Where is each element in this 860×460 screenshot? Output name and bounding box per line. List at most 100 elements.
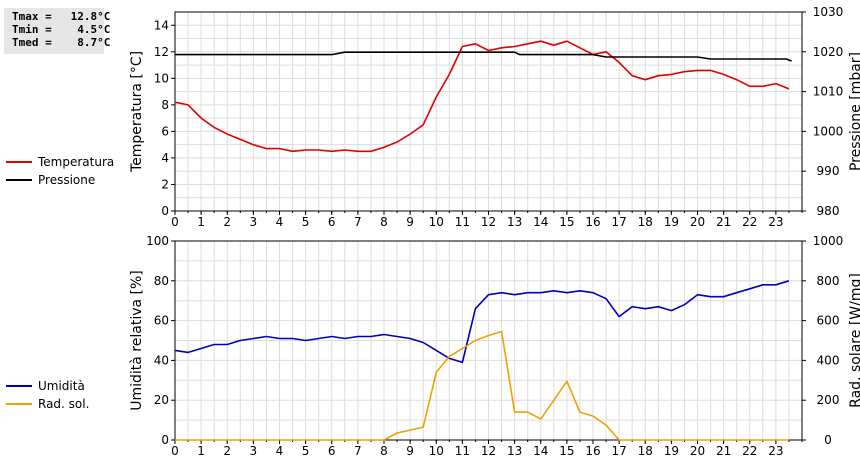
legend-swatch xyxy=(6,385,32,387)
x-tick-label: 8 xyxy=(380,215,388,229)
x-tick-label: 12 xyxy=(481,215,496,229)
y-right-tick-label: 400 xyxy=(817,353,840,367)
legend-item-radsol: Rad. sol. xyxy=(6,395,89,413)
x-tick-label: 23 xyxy=(768,444,783,458)
x-tick-label: 21 xyxy=(716,444,731,458)
x-tick-label: 1 xyxy=(197,215,205,229)
series-line-umidit xyxy=(174,280,790,364)
x-tick-label: 9 xyxy=(406,444,414,458)
x-tick-label: 10 xyxy=(429,215,444,229)
x-tick-label: 14 xyxy=(533,215,548,229)
legend-top: Temperatura Pressione xyxy=(6,153,114,189)
y-right-tick-label: 1000 xyxy=(813,234,844,248)
legend-swatch xyxy=(6,179,32,181)
legend-label: Temperatura xyxy=(38,155,115,169)
x-tick-label: 2 xyxy=(223,444,231,458)
chart-temperature-pressure: 0 1 2 3 4 5 6 7 8 9 10 11 12 13 14 15 16 17 18 19 20 21 22 2302… xyxy=(129,5,860,229)
x-tick-label: 7 xyxy=(354,215,362,229)
y-left-tick-label: 0 xyxy=(161,204,169,218)
x-tick-label: 16 xyxy=(585,444,600,458)
y-right-tick-label: 800 xyxy=(817,274,840,288)
y-right-tick-label: 600 xyxy=(817,314,840,328)
x-tick-label: 16 xyxy=(585,215,600,229)
y-left-axis-label: Umidità relativa [%] xyxy=(129,270,145,411)
stat-tmin: Tmin = 4.5°C xyxy=(12,23,110,36)
y-left-tick-label: 10 xyxy=(154,71,169,85)
y-left-tick-label: 4 xyxy=(161,151,169,165)
x-tick-label: 20 xyxy=(690,444,705,458)
x-tick-label: 12 xyxy=(481,444,496,458)
series-line-temperatura xyxy=(174,40,790,153)
legend-item-temperatura: Temperatura xyxy=(6,153,114,171)
stat-label: Tmin = xyxy=(12,23,52,36)
x-tick-label: 6 xyxy=(328,444,336,458)
x-tick-label: 17 xyxy=(611,444,626,458)
x-tick-label: 22 xyxy=(742,444,757,458)
y-left-tick-label: 0 xyxy=(161,433,169,447)
x-tick-label: 0 xyxy=(171,215,179,229)
x-tick-label: 11 xyxy=(455,215,470,229)
x-tick-label: 0 xyxy=(171,444,179,458)
x-tick-label: 23 xyxy=(768,215,783,229)
x-tick-label: 22 xyxy=(742,215,757,229)
x-tick-label: 4 xyxy=(276,215,284,229)
x-tick-label: 6 xyxy=(328,215,336,229)
stat-tmax: Tmax = 12.8°C xyxy=(12,10,110,23)
x-tick-label: 10 xyxy=(429,444,444,458)
x-tick-label: 17 xyxy=(611,215,626,229)
y-right-axis-label: Pressione [mbar] xyxy=(848,52,860,171)
legend-label: Rad. sol. xyxy=(38,397,90,411)
stat-label: Tmax = xyxy=(12,10,52,23)
stat-value: 4.5°C xyxy=(77,23,111,36)
y-right-tick-label: 980 xyxy=(817,204,840,218)
x-tick-label: 1 xyxy=(197,444,205,458)
stat-value: 8.7°C xyxy=(77,36,111,49)
x-tick-label: 2 xyxy=(223,215,231,229)
chart-humidity-radiation: 0 1 2 3 4 5 6 7 8 9 10 11 12 13 14 15 16 17 18 19 20 21 22 2302… xyxy=(129,234,860,458)
x-tick-label: 13 xyxy=(507,444,522,458)
y-left-tick-label: 100 xyxy=(146,234,169,248)
stat-value: 12.8°C xyxy=(70,10,111,23)
stat-label: Tmed = xyxy=(12,36,52,49)
y-left-tick-label: 14 xyxy=(154,18,169,32)
y-right-tick-label: 1030 xyxy=(813,5,844,19)
y-left-tick-label: 12 xyxy=(154,45,169,59)
x-tick-label: 20 xyxy=(690,215,705,229)
y-right-tick-label: 1020 xyxy=(813,45,844,59)
legend-item-pressione: Pressione xyxy=(6,171,114,189)
x-tick-label: 15 xyxy=(559,215,574,229)
x-tick-label: 3 xyxy=(250,215,258,229)
x-tick-label: 5 xyxy=(302,215,310,229)
x-tick-label: 7 xyxy=(354,444,362,458)
y-left-tick-label: 8 xyxy=(161,98,169,112)
y-right-tick-label: 200 xyxy=(817,393,840,407)
x-tick-label: 11 xyxy=(455,444,470,458)
x-tick-label: 19 xyxy=(664,444,679,458)
x-tick-label: 18 xyxy=(638,444,653,458)
y-right-tick-label: 0 xyxy=(824,433,832,447)
y-left-tick-label: 20 xyxy=(154,393,169,407)
x-tick-label: 3 xyxy=(250,444,258,458)
legend-item-umidita: Umidità xyxy=(6,377,89,395)
x-tick-label: 14 xyxy=(533,444,548,458)
y-right-tick-label: 990 xyxy=(817,164,840,178)
x-tick-label: 18 xyxy=(638,215,653,229)
legend-swatch xyxy=(6,403,32,405)
x-tick-label: 13 xyxy=(507,215,522,229)
y-left-tick-label: 80 xyxy=(154,274,169,288)
y-left-axis-label: Temperatura [°C] xyxy=(129,51,145,173)
series-line-pressione xyxy=(175,51,792,62)
y-left-tick-label: 60 xyxy=(154,314,169,328)
y-left-tick-label: 2 xyxy=(161,177,169,191)
legend-bottom: Umidità Rad. sol. xyxy=(6,377,89,413)
y-right-tick-label: 1000 xyxy=(813,124,844,138)
x-tick-label: 9 xyxy=(406,215,414,229)
stat-tmed: Tmed = 8.7°C xyxy=(12,36,110,49)
legend-label: Pressione xyxy=(38,173,96,187)
x-tick-label: 15 xyxy=(559,444,574,458)
x-tick-label: 19 xyxy=(664,215,679,229)
x-tick-label: 5 xyxy=(302,444,310,458)
series-line-rad-sol xyxy=(175,330,789,441)
y-right-tick-label: 1010 xyxy=(813,85,844,99)
